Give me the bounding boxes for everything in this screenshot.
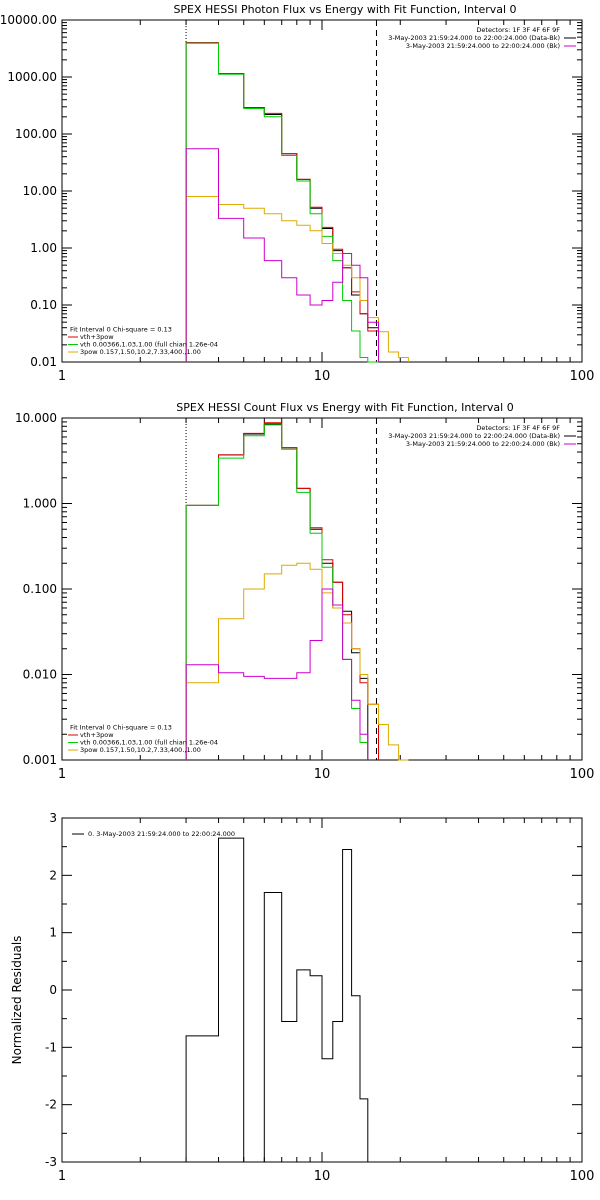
resid-y-tick-label: 0 xyxy=(49,983,57,997)
panel-residuals-ylabel: Normalized Residuals xyxy=(10,936,24,1065)
count-y-tick-label: 0.100 xyxy=(23,582,57,596)
count-x-tick-label: 10 xyxy=(314,767,331,782)
resid-y-tick-label: -3 xyxy=(45,1155,57,1169)
resid-x-tick-label: 100 xyxy=(570,1169,595,1184)
panel-photon-flux-x-ticks: 1 10 100 xyxy=(58,20,595,384)
photon-series-0 xyxy=(185,42,379,362)
panel-count-flux-x-ticks: 1 10 100 xyxy=(58,418,595,782)
count-y-tick-label: 0.001 xyxy=(23,753,57,767)
panel-photon-flux-series xyxy=(185,42,409,363)
photon-series-2 xyxy=(185,42,379,363)
photon-legend-entry: 3-May-2003 21:59:24.000 to 22:00:24.000 … xyxy=(388,34,560,42)
count-x-tick-label: 1 xyxy=(58,767,66,782)
resid-legend-entry: 0. 3-May-2003 21:59:24.000 to 22:00:24.0… xyxy=(88,830,235,838)
panel-count-flux-y-ticks: 0.001 0.010 0.100 1.000 10.000 xyxy=(15,411,582,767)
panel-photon-flux-legend: Detectors: 1F 3F 4F 6F 9F3-May-2003 21:5… xyxy=(388,26,576,50)
count-y-tick-label: 1.000 xyxy=(23,497,57,511)
count-fit-legend-entry: 3pow 0.157,1.50,10.2,7.33,400.,1.00 xyxy=(80,746,201,754)
photon-series-1 xyxy=(185,42,379,362)
count-fit-legend-entry: vth 0.00366,1.03,1.00 (full chian 1.26e-… xyxy=(80,739,218,747)
panel-photon-flux-frame xyxy=(61,19,583,363)
count-fit-legend-entry: vth+3pow xyxy=(80,731,114,739)
panel-photon-flux-title: SPEX HESSI Photon Flux vs Energy with Fi… xyxy=(173,3,516,16)
panel-photon-flux: SPEX HESSI Photon Flux vs Energy with Fi… xyxy=(0,3,594,384)
resid-y-tick-label: 2 xyxy=(49,868,57,882)
count-legend-entry: 3-May-2003 21:59:24.000 to 22:00:24.000 … xyxy=(388,432,560,440)
count-y-tick-label: 10.000 xyxy=(15,411,57,425)
count-series-0 xyxy=(185,423,369,760)
count-x-tick-label: 100 xyxy=(570,767,595,782)
photon-fit-legend-entry: vth+3pow xyxy=(80,333,114,341)
count-series-1 xyxy=(185,422,379,760)
resid-y-tick-label: 3 xyxy=(49,811,57,825)
count-series-4 xyxy=(185,588,369,760)
count-series-2 xyxy=(185,424,369,760)
photon-x-tick-label: 100 xyxy=(570,369,595,384)
photon-series-4 xyxy=(185,148,379,362)
panel-residuals-x-ticks: 1 10 100 xyxy=(58,818,595,1184)
panel-count-flux-series xyxy=(185,422,409,761)
resid-series-0 xyxy=(185,837,379,1163)
panel-count-flux: SPEX HESSI Count Flux vs Energy with Fit… xyxy=(15,401,594,782)
resid-y-tick-label: 1 xyxy=(49,926,57,940)
count-legend-entry: 3-May-2003 21:59:24.000 to 22:00:24.000 … xyxy=(406,440,560,448)
photon-y-tick-label: 1000.00 xyxy=(7,70,57,84)
count-legend-entry: Detectors: 1F 3F 4F 6F 9F xyxy=(476,424,560,432)
photon-y-tick-label: 10000.00 xyxy=(0,13,57,27)
panel-residuals-y-ticks: -3 -2 -1 0 1 2 3 xyxy=(45,811,582,1169)
resid-y-tick-label: -1 xyxy=(45,1040,57,1054)
panel-count-flux-title: SPEX HESSI Count Flux vs Energy with Fit… xyxy=(176,401,513,414)
panel-count-flux-vlines xyxy=(185,418,377,760)
photon-y-tick-label: 0.10 xyxy=(30,298,57,312)
photon-y-tick-label: 100.00 xyxy=(15,127,57,141)
panel-residuals: Normalized Residuals 1 10 100 -3 -2 -1 0 1 2 3 0… xyxy=(10,811,594,1184)
resid-y-tick-label: -2 xyxy=(45,1098,57,1112)
resid-x-tick-label: 10 xyxy=(314,1169,331,1184)
panel-photon-flux-vlines xyxy=(185,20,377,362)
photon-legend-entry: Detectors: 1F 3F 4F 6F 9F xyxy=(476,26,560,34)
photon-y-tick-label: 0.01 xyxy=(30,355,57,369)
count-y-tick-label: 0.010 xyxy=(23,668,57,682)
photon-x-tick-label: 1 xyxy=(58,369,66,384)
panel-count-flux-legend: Detectors: 1F 3F 4F 6F 9F3-May-2003 21:5… xyxy=(388,424,576,448)
panel-photon-flux-y-ticks: 0.01 0.10 1.00 10.00 100.00 1000.00 10000.00 xyxy=(0,13,582,369)
panel-photon-flux-fit-legend: Fit Interval 0 Chi-square = 0.13vth+3pow… xyxy=(68,326,218,356)
photon-fit-legend-entry: vth 0.00366,1.03,1.00 (full chian 1.26e-… xyxy=(80,341,218,349)
photon-y-tick-label: 10.00 xyxy=(23,184,57,198)
photon-fit-legend-entry: 3pow 0.157,1.50,10.2,7.33,400.,1.00 xyxy=(80,348,201,356)
count-fit-legend-entry: Fit Interval 0 Chi-square = 0.13 xyxy=(70,724,172,732)
resid-x-tick-label: 1 xyxy=(58,1169,66,1184)
panel-residuals-series xyxy=(185,837,379,1163)
count-series-3 xyxy=(185,562,409,761)
photon-y-tick-label: 1.00 xyxy=(30,241,57,255)
panel-count-flux-fit-legend: Fit Interval 0 Chi-square = 0.13vth+3pow… xyxy=(68,724,218,754)
photon-x-tick-label: 10 xyxy=(314,369,331,384)
photon-series-3 xyxy=(185,196,409,362)
photon-legend-entry: 3-May-2003 21:59:24.000 to 22:00:24.000 … xyxy=(406,42,560,50)
panel-residuals-legend: 0. 3-May-2003 21:59:24.000 to 22:00:24.0… xyxy=(72,830,235,838)
photon-fit-legend-entry: Fit Interval 0 Chi-square = 0.13 xyxy=(70,326,172,334)
